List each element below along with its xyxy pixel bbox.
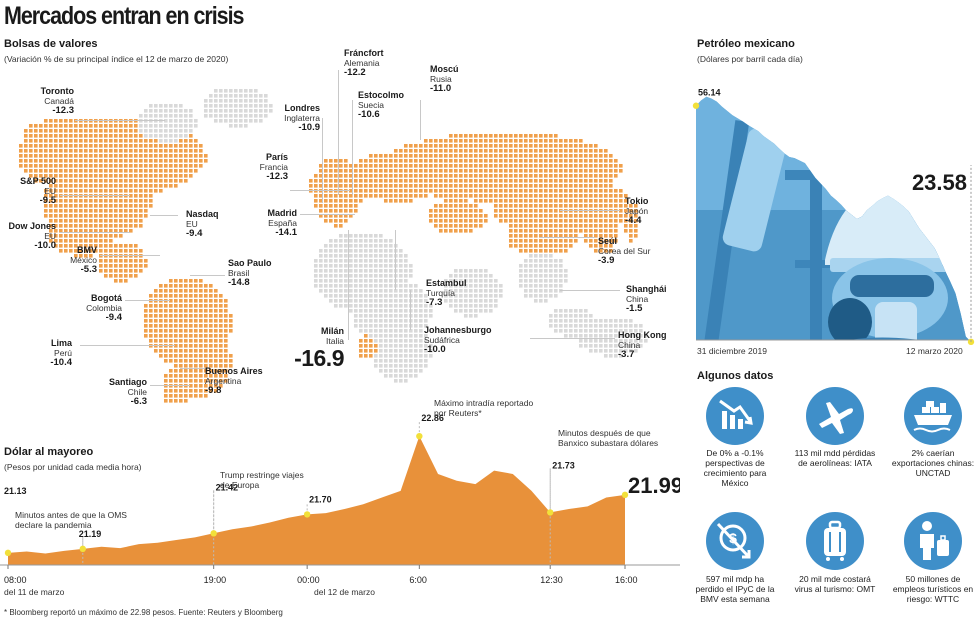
oil-chart: 56.14 23.58 <box>692 88 975 346</box>
worker-photo <box>696 96 971 342</box>
market-buenos-aires: Buenos Aires Argentina -9.8 <box>205 366 263 396</box>
dollar-day1-label: del 11 de marzo <box>4 587 65 597</box>
dollar-x-tick-label: 16:00 <box>615 575 638 585</box>
annotation-trump: Trump restringe viajes de Europa <box>220 470 304 490</box>
dollar-point-label: 21.70 <box>309 494 332 504</box>
stocks-heading: Bolsas de valores <box>4 38 98 50</box>
dollar-point-label: 21.42 <box>216 482 239 492</box>
market-nasdaq: Nasdaq EU -9.4 <box>186 209 219 239</box>
fact-tourism: 20 mil mde costará virus al turismo: OMT <box>794 574 876 594</box>
fact-growth: De 0% a -0.1% perspectivas de crecimient… <box>703 448 767 488</box>
market-bogota: Bogotá Colombia -9.4 <box>86 293 122 323</box>
oil-end-label: 12 marzo 2020 <box>906 346 963 356</box>
dollar-day2-label: del 12 de marzo <box>314 587 375 597</box>
market-santiago: Santiago Chile -6.3 <box>108 377 147 407</box>
dollar-point <box>303 511 311 518</box>
market-toronto: Toronto Canadá -12.3 <box>40 86 74 116</box>
dollar-x-tick-label: 12:30 <box>540 575 563 585</box>
stocks-subheading: (Variación % de su principal índice el 1… <box>4 54 229 64</box>
market-sp500: S&P 500 EU -9.5 <box>20 176 56 206</box>
money-down-icon: $ <box>706 512 764 570</box>
annotation-banxico: Minutos después de que Banxico subastara… <box>558 428 659 448</box>
page-title: Mercados entran en crisis <box>4 2 245 30</box>
oil-subheading: (Dólares por barril cada día) <box>697 54 803 64</box>
dollar-point <box>547 509 554 516</box>
market-lima: Lima Perú -10.4 <box>50 338 72 368</box>
dollar-x-tick-label: 19:00 <box>204 575 227 585</box>
fact-airlines: 113 mil mdd pérdidas de aerolíneas: IATA <box>794 448 876 468</box>
chart-down-icon <box>706 387 764 445</box>
market-francfort: Fráncfort Alemania -12.2 <box>344 48 384 78</box>
dollar-x-tick-label: 00:00 <box>297 575 320 585</box>
dollar-point <box>4 549 12 557</box>
dollar-area <box>8 436 625 565</box>
market-estambul: Estambul Turquía -7.3 <box>426 278 467 308</box>
market-shanghai: Shanghái China -1.5 <box>626 284 667 314</box>
market-sao-paulo: Sao Paulo Brasil -14.8 <box>228 258 272 288</box>
dollar-point-label: 21.19 <box>79 529 102 539</box>
market-paris: París Francia -12.3 <box>259 152 288 182</box>
market-seul: Seúl Corea del Sur -3.9 <box>598 236 651 266</box>
oil-start-value: 56.14 <box>698 88 721 98</box>
facts-heading: Algunos datos <box>697 370 774 382</box>
oil-end-value: 23.58 <box>912 170 967 195</box>
dollar-point <box>210 530 217 537</box>
tourist-icon <box>904 512 962 570</box>
suitcase-icon <box>806 512 864 570</box>
fact-ipyc: 597 mil mdp ha perdido el IPyC de la BMV… <box>695 574 775 604</box>
dollar-point-label: 22.86 <box>421 413 444 423</box>
market-bmv: BMV México -5.3 <box>70 245 97 275</box>
oil-heading: Petróleo mexicano <box>697 38 795 50</box>
oil-start-label: 31 diciembre 2019 <box>697 346 767 356</box>
dollar-x-tick-label: 6:00 <box>409 575 427 585</box>
dollar-x-tick-label: 08:00 <box>4 575 27 585</box>
market-madrid: Madrid España -14.1 <box>267 208 297 238</box>
dollar-point <box>79 545 86 553</box>
market-johannesburgo: Johannesburgo Sudáfrica -10.0 <box>424 325 492 355</box>
market-estocolmo: Estocolmo Suecia -10.6 <box>358 90 405 120</box>
dollar-point-label: 21.99 <box>628 473 680 498</box>
dollar-point-label: 21.73 <box>552 460 575 470</box>
cargo-ship-icon <box>904 387 962 445</box>
dollar-chart: 08:00 19:00 00:00 6:00 12:30 16:00 21.13 21.19 2… <box>0 413 680 585</box>
market-tokio: Tokio Japón -4.4 <box>625 196 649 226</box>
fact-jobs: 50 millones de empleos turísticos en rie… <box>892 574 974 604</box>
market-londres: Londres Inglaterra -10.9 <box>284 103 320 133</box>
annotation-max-reuters: Máximo intradía reportado por Reuters* <box>434 398 534 418</box>
dollar-heading: Dólar al mayoreo <box>4 446 94 458</box>
dollar-point <box>621 491 629 499</box>
dollar-subheading: (Pesos por unidad cada media hora) <box>4 462 142 472</box>
dollar-point-label: 21.13 <box>4 486 27 496</box>
market-hong-kong: Hong Kong China -3.7 <box>618 330 667 360</box>
market-milan: Milán Italia -16.9 <box>294 326 344 371</box>
airplane-icon <box>806 387 864 445</box>
world-map <box>19 89 648 403</box>
dollar-point <box>416 432 423 440</box>
footnote: * Bloomberg reportó un máximo de 22.98 p… <box>4 608 283 617</box>
market-dow-jones: Dow Jones EU -10.0 <box>8 221 56 251</box>
oil-point-start <box>692 102 700 109</box>
fact-exports: 2% caerían exportaciones chinas: UNCTAD <box>891 448 975 478</box>
annotation-oms: Minutos antes de que la OMS declare la p… <box>15 510 127 530</box>
market-moscu: Moscú Rusia -11.0 <box>430 64 459 94</box>
